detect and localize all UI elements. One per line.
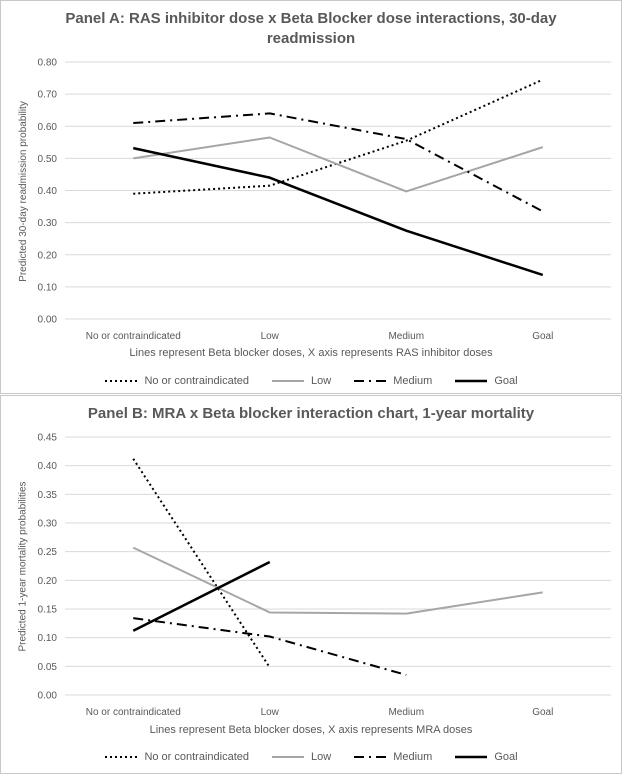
y-tick-label: 0.00 xyxy=(38,691,58,702)
legend-swatch xyxy=(105,756,138,758)
legend-item: No or contraindicated xyxy=(104,375,249,387)
legend-item: Low xyxy=(271,751,331,763)
chart-plot-a: 0.00 0.10 0.20 0.30 0.40 0.50 0.60 0.70 0.80 No o… xyxy=(38,58,611,342)
panel-a: Panel A: RAS inhibitor dose x Beta Block… xyxy=(0,0,622,394)
legend-label: No or contraindicated xyxy=(144,375,249,387)
legend-label: Medium xyxy=(393,751,433,763)
series-line-goal xyxy=(132,146,544,277)
y-tick-label: 0.15 xyxy=(38,605,58,616)
legend: No or contraindicated Low Medium Goal xyxy=(1,751,621,763)
chart-title: Panel B: MRA x Beta blocker interaction … xyxy=(87,405,535,422)
legend-swatch xyxy=(354,756,387,758)
legend-label: Low xyxy=(311,751,332,763)
legend-swatch xyxy=(455,379,488,383)
legend-swatch xyxy=(354,380,387,382)
legend-item: Goal xyxy=(454,751,518,763)
x-tick-label: Goal xyxy=(532,707,553,718)
x-tick-label: Low xyxy=(261,331,280,342)
y-tick-label: 0.10 xyxy=(38,282,58,293)
legend-swatch xyxy=(272,756,304,758)
x-tick-label: Goal xyxy=(532,331,553,342)
legend-item: Medium xyxy=(353,751,432,763)
x-axis-label: Lines represent Beta blocker doses, X ax… xyxy=(129,347,493,359)
y-tick-label: 0.05 xyxy=(38,662,58,673)
x-tick-label: No or contraindicated xyxy=(86,707,181,718)
legend-swatch xyxy=(105,380,138,382)
legend-label: No or contraindicated xyxy=(144,751,249,763)
y-axis-label: Predicted 30-day readmission probability xyxy=(17,100,29,282)
y-tick-label: 0.25 xyxy=(38,547,58,558)
chart-title-line-2: readmission xyxy=(266,30,356,47)
x-tick-label: Medium xyxy=(388,707,424,718)
series-line-medium xyxy=(133,112,544,213)
y-tick-label: 0.80 xyxy=(38,58,58,69)
panel-b: Panel B: MRA x Beta blocker interaction … xyxy=(0,395,622,774)
series-line-no-or-contraindicated xyxy=(132,458,271,669)
y-axis-label: Predicted 1-year mortality probabilities xyxy=(17,480,29,652)
legend: No or contraindicated Low Medium Goal xyxy=(1,375,621,387)
legend-label: Medium xyxy=(393,375,433,387)
series-line-no-or-contraindicated xyxy=(133,78,544,195)
legend-item: Goal xyxy=(454,375,518,387)
y-tick-label: 0.20 xyxy=(38,250,58,261)
x-tick-label: No or contraindicated xyxy=(86,331,181,342)
chart-plot-b: 0.00 0.05 0.10 0.15 0.20 0.25 0.30 0.35 0.40 0.45… xyxy=(38,433,611,718)
y-tick-label: 0.50 xyxy=(38,154,58,165)
y-tick-label: 0.40 xyxy=(38,186,58,197)
x-tick-label: Medium xyxy=(388,331,424,342)
y-tick-label: 0.30 xyxy=(38,519,58,530)
legend-label: Goal xyxy=(494,751,518,763)
series-line-low xyxy=(132,546,543,615)
legend-item: No or contraindicated xyxy=(104,751,249,763)
legend-item: Medium xyxy=(353,375,432,387)
legend-swatch xyxy=(272,380,304,382)
x-tick-label: Low xyxy=(261,707,280,718)
series-line-goal xyxy=(132,560,271,632)
legend-swatch xyxy=(455,755,488,759)
y-tick-label: 0.35 xyxy=(38,490,58,501)
y-tick-label: 0.40 xyxy=(38,461,58,472)
y-tick-label: 0.10 xyxy=(38,633,58,644)
legend-label: Low xyxy=(311,375,332,387)
y-tick-label: 0.00 xyxy=(38,315,58,326)
y-tick-label: 0.45 xyxy=(38,433,58,444)
x-axis-label: Lines represent Beta blocker doses, X ax… xyxy=(149,724,473,736)
y-tick-label: 0.60 xyxy=(38,122,58,133)
series-line-low xyxy=(133,136,544,193)
y-tick-label: 0.30 xyxy=(38,218,58,229)
legend-item: Low xyxy=(271,375,331,387)
y-tick-label: 0.20 xyxy=(38,576,58,587)
legend-label: Goal xyxy=(494,375,518,387)
chart-title-line-1: Panel A: RAS inhibitor dose x Beta Block… xyxy=(65,10,557,27)
y-tick-label: 0.70 xyxy=(38,90,58,101)
chart-title: Panel A: RAS inhibitor dose x Beta Block… xyxy=(1,9,621,49)
